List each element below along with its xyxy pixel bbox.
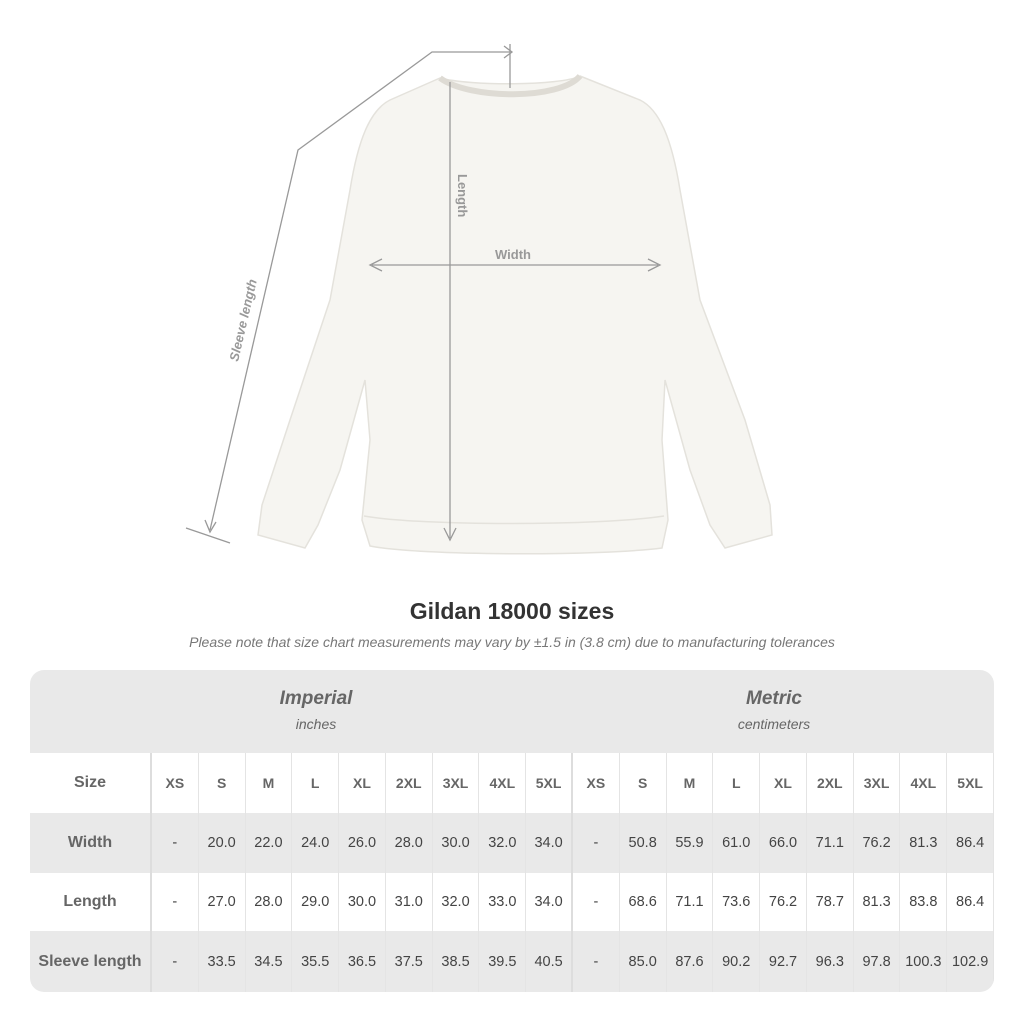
metric-size-header: XL [760, 753, 807, 813]
metric-value-cell: 96.3 [807, 931, 854, 992]
metric-value-cell: 76.2 [854, 813, 901, 873]
imperial-size-header: XL [339, 753, 386, 813]
metric-size-header: S [620, 753, 667, 813]
row-label: Length [30, 873, 152, 931]
metric-value-cell: - [573, 873, 620, 931]
imperial-value-cell: 33.5 [199, 931, 246, 992]
imperial-value-cell: 34.0 [526, 813, 573, 873]
imperial-size-header: 3XL [433, 753, 480, 813]
imperial-size-header: 4XL [479, 753, 527, 813]
metric-value-cell: 55.9 [667, 813, 714, 873]
metric-value-cell: 76.2 [760, 873, 807, 931]
imperial-size-header: 5XL [526, 753, 573, 813]
metric-value-cell: 86.4 [947, 873, 994, 931]
metric-value-cell: 86.4 [947, 813, 994, 873]
imperial-value-cell: 20.0 [199, 813, 246, 873]
metric-size-header: 2XL [807, 753, 854, 813]
metric-value-cell: 71.1 [807, 813, 854, 873]
imperial-value-cell: 29.0 [292, 873, 340, 931]
metric-heading: Metric [746, 688, 802, 709]
imperial-size-header: 2XL [386, 753, 433, 813]
metric-size-header: XS [573, 753, 620, 813]
imperial-size-header: XS [152, 753, 199, 813]
length-arrow [443, 527, 457, 542]
metric-value-cell: 78.7 [807, 873, 854, 931]
metric-value-cell: 90.2 [713, 931, 761, 992]
metric-value-cell: 85.0 [620, 931, 667, 992]
imperial-value-cell: 33.0 [479, 873, 527, 931]
metric-group: Metric centimeters [564, 688, 984, 732]
waistband [363, 515, 665, 525]
imperial-unit: inches [295, 716, 337, 732]
imperial-size-header: S [199, 753, 246, 813]
imperial-value-cell: 24.0 [292, 813, 340, 873]
metric-size-header: L [713, 753, 761, 813]
imperial-size-header: M [246, 753, 293, 813]
metric-value-cell: 81.3 [854, 873, 901, 931]
metric-size-header: 4XL [900, 753, 948, 813]
imperial-value-cell: 30.0 [339, 873, 386, 931]
imperial-value-cell: 30.0 [433, 813, 480, 873]
metric-size-header: 3XL [854, 753, 901, 813]
metric-value-cell: - [573, 931, 620, 992]
group-header-band: Imperial inches Metric centimeters [30, 670, 994, 753]
imperial-value-cell: 34.0 [526, 873, 573, 931]
imperial-value-cell: 36.5 [339, 931, 386, 992]
size-header-row: Size XS S M L XL 2XL 3XL 4XL 5XL XS S M L XL 2XL 3XL 4XL 5… [30, 753, 994, 813]
imperial-value-cell: 28.0 [386, 813, 433, 873]
imperial-value-cell: 32.0 [433, 873, 480, 931]
imperial-value-cell: 27.0 [199, 873, 246, 931]
collar [438, 73, 583, 98]
size-header-label: Size [30, 753, 152, 813]
sleeve-length-label: Sleeve length [226, 278, 259, 363]
imperial-value-cell: - [152, 873, 199, 931]
chart-title: Gildan 18000 sizes [409, 598, 615, 624]
table-row: Width -20.0 22.0 24.0 26.0 28.0 30.0 32.0 34.0-5… [30, 813, 994, 873]
metric-value-cell: - [573, 813, 620, 873]
metric-size-header: M [667, 753, 714, 813]
size-table: Imperial inches Metric centimeters Size X… [30, 670, 994, 992]
metric-size-header: 5XL [947, 753, 994, 813]
imperial-value-cell: 34.5 [246, 931, 293, 992]
imperial-value-cell: 32.0 [479, 813, 527, 873]
imperial-value-cell: 28.0 [246, 873, 293, 931]
metric-value-cell: 68.6 [620, 873, 667, 931]
tolerance-note: Please note that size chart measurements… [189, 634, 835, 650]
metric-value-cell: 102.9 [947, 931, 994, 992]
sweatshirt-illustration: Length Width Sleeve length [185, 44, 773, 555]
metric-value-cell: 66.0 [760, 813, 807, 873]
metric-value-cell: 100.3 [900, 931, 948, 992]
metric-value-cell: 97.8 [854, 931, 901, 992]
metric-unit: centimeters [737, 716, 811, 732]
imperial-group: Imperial inches [106, 688, 526, 732]
metric-value-cell: 83.8 [900, 873, 948, 931]
table-row: Sleeve length -33.5 34.5 35.5 36.5 37.5 38.5 39… [30, 931, 994, 992]
row-label: Width [30, 813, 152, 873]
metric-value-cell: 71.1 [667, 873, 714, 931]
sweatshirt-body [257, 75, 773, 555]
imperial-value-cell: - [152, 931, 199, 992]
imperial-size-header: L [292, 753, 340, 813]
sleeve-line [209, 51, 510, 531]
metric-value-cell: 92.7 [760, 931, 807, 992]
imperial-value-cell: 38.5 [433, 931, 480, 992]
metric-value-cell: 61.0 [713, 813, 761, 873]
metric-value-cell: 50.8 [620, 813, 667, 873]
imperial-value-cell: 37.5 [386, 931, 433, 992]
row-label: Sleeve length [30, 931, 152, 992]
metric-value-cell: 73.6 [713, 873, 761, 931]
metric-value-cell: 87.6 [667, 931, 714, 992]
imperial-value-cell: 39.5 [479, 931, 527, 992]
table-row: Length -27.0 28.0 29.0 30.0 31.0 32.0 33.0 34.0-… [30, 873, 994, 931]
imperial-heading: Imperial [279, 688, 353, 709]
metric-value-cell: 81.3 [900, 813, 948, 873]
imperial-value-cell: 31.0 [386, 873, 433, 931]
length-label: Length [455, 174, 470, 217]
imperial-value-cell: 22.0 [246, 813, 293, 873]
imperial-value-cell: 26.0 [339, 813, 386, 873]
imperial-value-cell: 35.5 [292, 931, 340, 992]
imperial-value-cell: - [152, 813, 199, 873]
imperial-value-cell: 40.5 [526, 931, 573, 992]
width-label: Width [495, 247, 531, 262]
